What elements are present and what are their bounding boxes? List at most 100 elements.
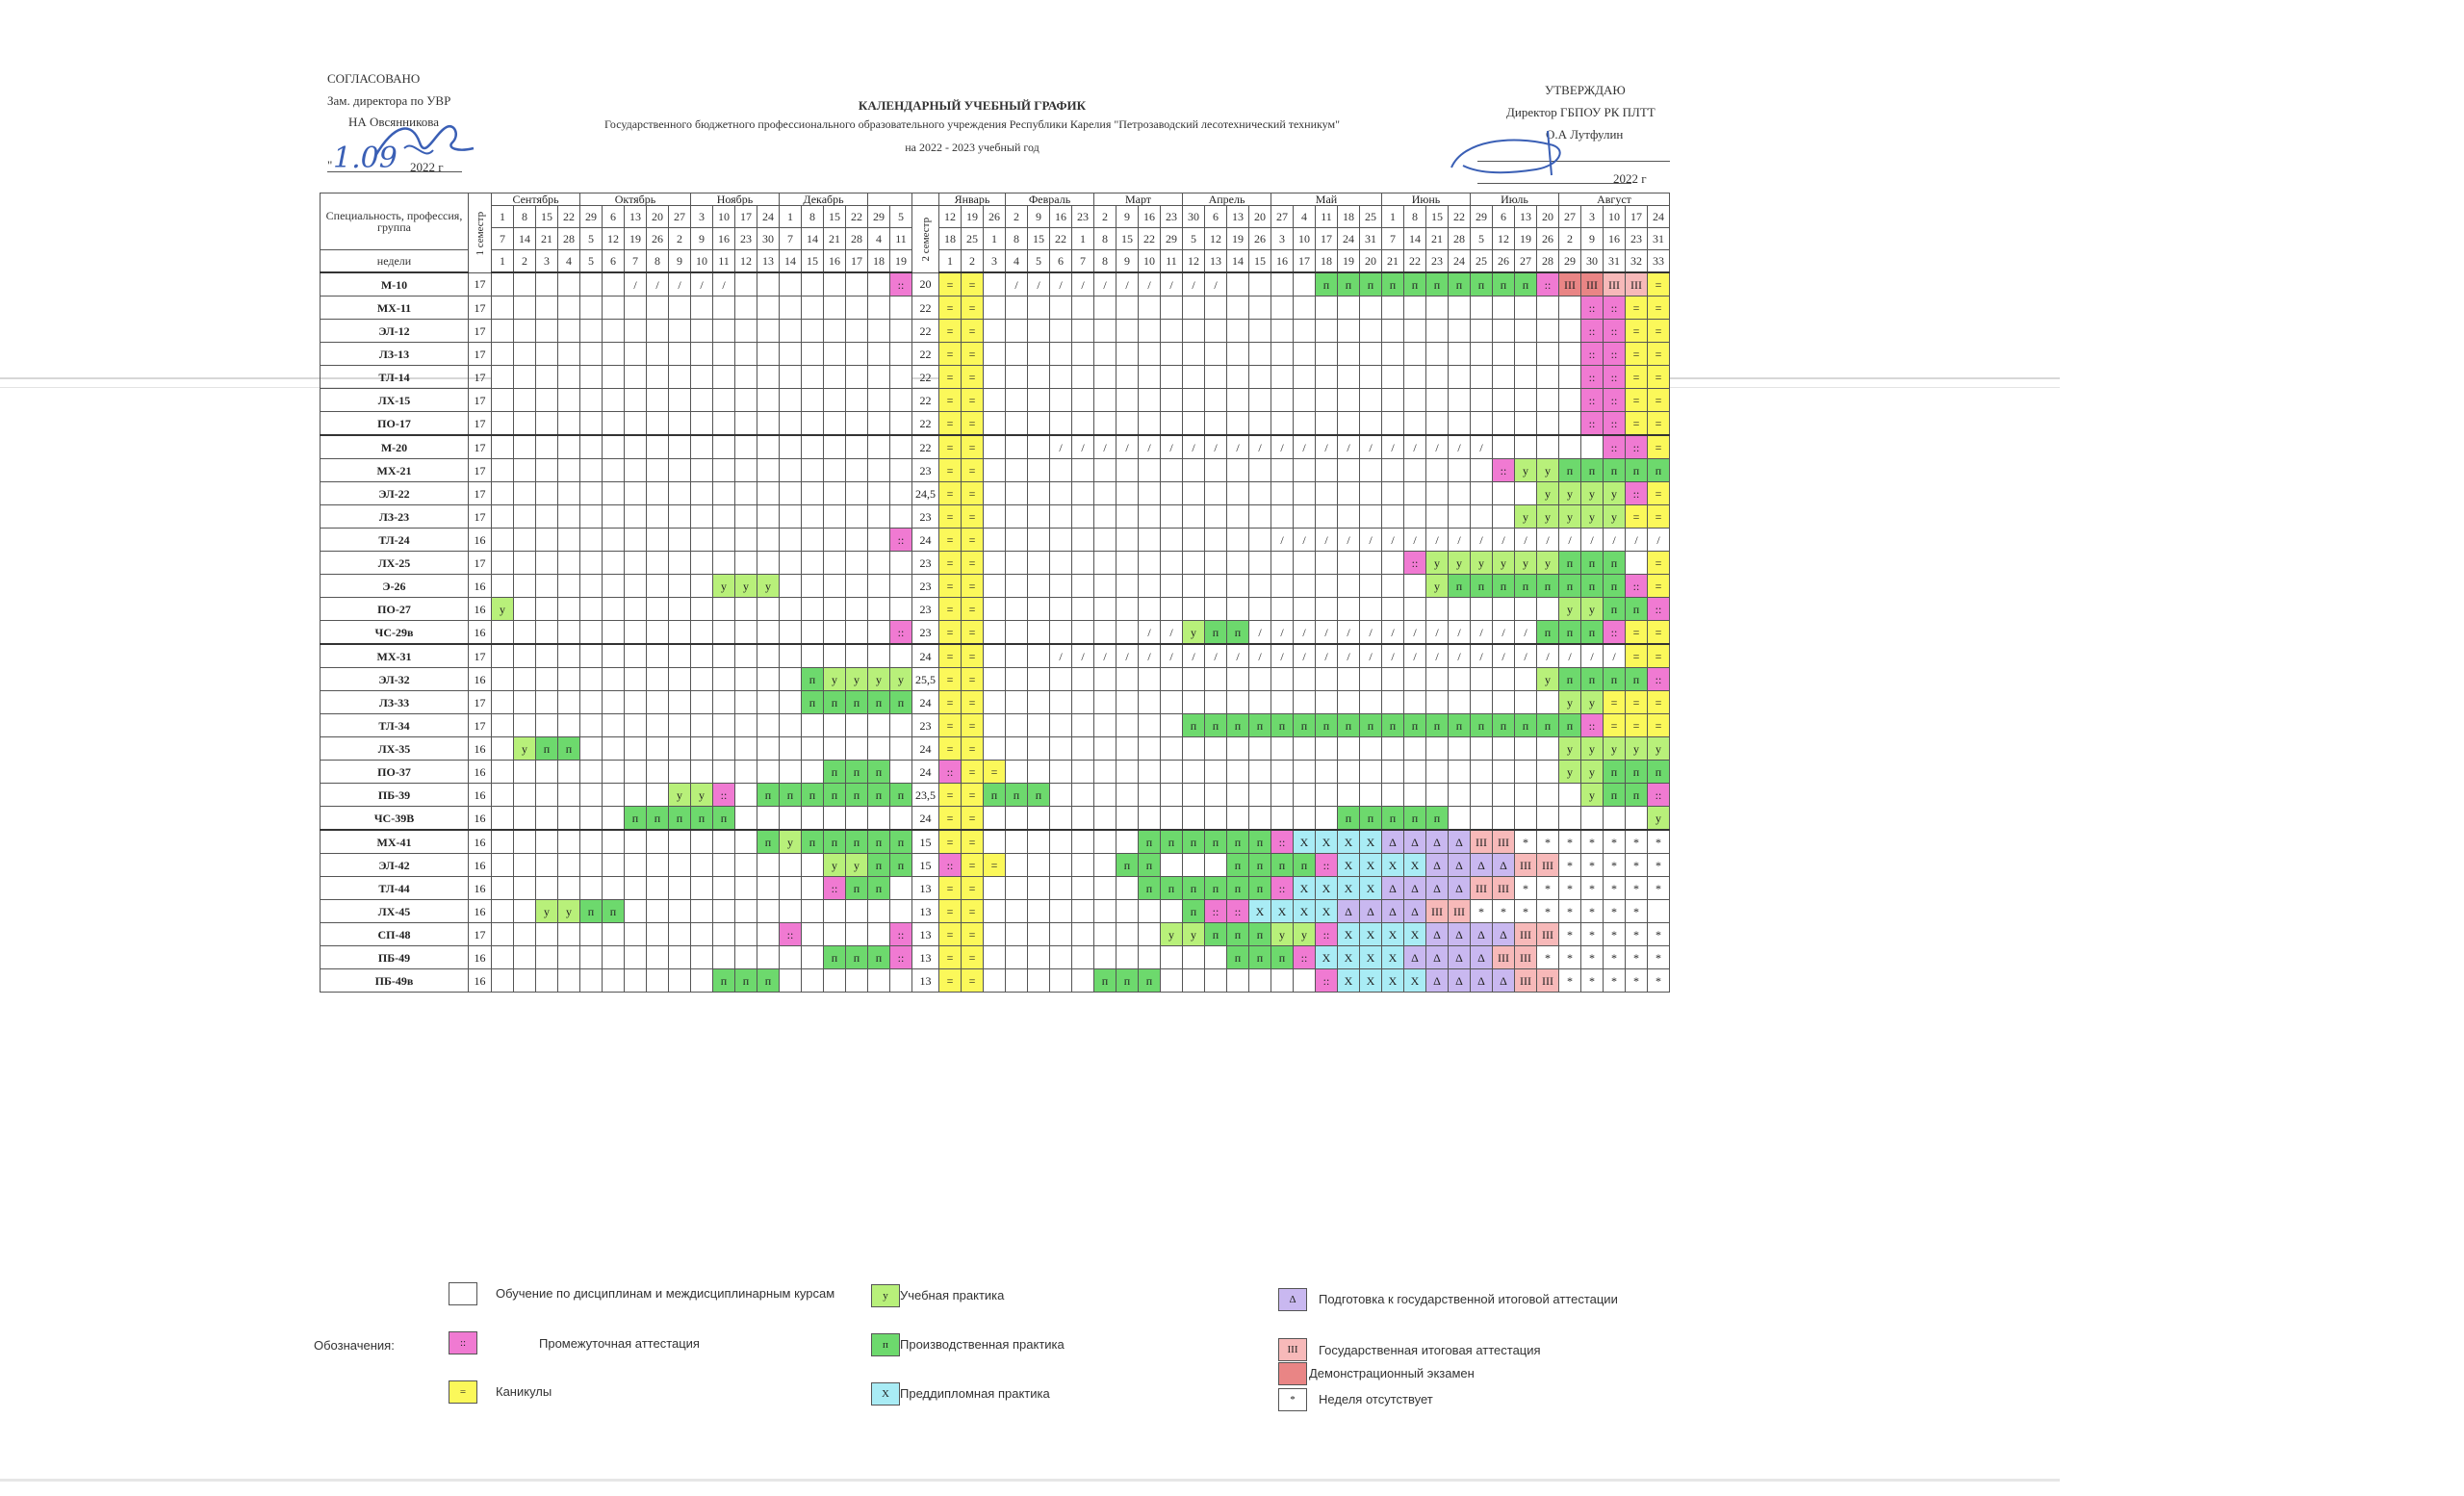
schedule-cell bbox=[1116, 945, 1139, 969]
schedule-cell: п bbox=[1470, 574, 1493, 598]
schedule-cell bbox=[1248, 574, 1271, 598]
schedule-cell bbox=[757, 597, 780, 621]
schedule-cell bbox=[983, 667, 1006, 691]
schedule-cell bbox=[1536, 342, 1559, 366]
schedule-cell bbox=[889, 481, 912, 505]
schedule-cell: X bbox=[1359, 876, 1382, 900]
schedule-cell bbox=[1315, 365, 1338, 389]
schedule-cell bbox=[1425, 597, 1449, 621]
schedule-cell: :: bbox=[1536, 271, 1559, 297]
schedule-cell: / bbox=[1138, 620, 1161, 645]
schedule-cell bbox=[513, 829, 536, 854]
schedule-cell bbox=[1381, 388, 1404, 412]
agreed-date-year: 2022 г bbox=[410, 160, 444, 174]
schedule-cell bbox=[1093, 365, 1116, 389]
schedule-cell: :: bbox=[1647, 783, 1670, 807]
schedule-cell bbox=[1226, 551, 1249, 575]
approve-signature bbox=[1450, 130, 1561, 176]
schedule-cell bbox=[823, 411, 846, 436]
schedule-cell: :: bbox=[712, 783, 735, 807]
schedule-cell bbox=[1470, 783, 1493, 807]
schedule-cell bbox=[889, 551, 912, 575]
schedule-cell bbox=[491, 271, 514, 297]
schedule-cell bbox=[1248, 783, 1271, 807]
schedule-cell bbox=[1071, 296, 1094, 320]
schedule-cell bbox=[668, 620, 691, 645]
schedule-cell bbox=[734, 899, 757, 923]
schedule-cell bbox=[983, 690, 1006, 714]
schedule-cell bbox=[779, 899, 802, 923]
schedule-cell bbox=[1049, 458, 1072, 482]
schedule-cell bbox=[1536, 411, 1559, 436]
schedule-cell bbox=[779, 271, 802, 297]
schedule-cell bbox=[1448, 342, 1471, 366]
schedule-cell: у bbox=[1536, 667, 1559, 691]
header-week-cell: 27 bbox=[1270, 205, 1294, 228]
schedule-cell bbox=[535, 319, 558, 343]
header-week-cell: 14 bbox=[779, 249, 802, 273]
schedule-cell bbox=[1403, 319, 1426, 343]
header-week-cell: 13 bbox=[1204, 249, 1227, 273]
header-week-cell: 14 bbox=[801, 227, 824, 250]
schedule-cell: = bbox=[961, 713, 984, 737]
schedule-cell bbox=[1381, 296, 1404, 320]
header-week-cell: 30 bbox=[1182, 205, 1205, 228]
schedule-cell bbox=[646, 342, 669, 366]
schedule-cell bbox=[1116, 458, 1139, 482]
agreed-date-handwritten: 1.09 bbox=[333, 142, 398, 175]
schedule-cell bbox=[1359, 342, 1382, 366]
group-name: ЧС-29в bbox=[320, 620, 469, 645]
schedule-cell: у bbox=[712, 574, 735, 598]
schedule-cell bbox=[1116, 922, 1139, 946]
schedule-cell: п bbox=[1248, 853, 1271, 877]
schedule-cell bbox=[1381, 597, 1404, 621]
schedule-cell bbox=[668, 945, 691, 969]
schedule-cell: :: bbox=[938, 760, 962, 784]
schedule-cell: п bbox=[889, 690, 912, 714]
group-row: М-20 17 22 = = / / / / / / / / / / / / / / / / / / / /:::: = bbox=[320, 434, 1670, 459]
month-header: Октябрь bbox=[579, 193, 691, 206]
schedule-cell bbox=[757, 806, 780, 831]
schedule-cell: = bbox=[983, 853, 1006, 877]
schedule-cell: = bbox=[961, 690, 984, 714]
schedule-cell bbox=[889, 713, 912, 737]
schedule-cell: :: bbox=[1270, 876, 1294, 900]
schedule-cell bbox=[491, 690, 514, 714]
schedule-cell bbox=[867, 551, 890, 575]
group-row: ПО-17 17 22 = =:::: = = bbox=[320, 411, 1670, 436]
schedule-cell bbox=[1027, 713, 1050, 737]
schedule-cell bbox=[513, 876, 536, 900]
schedule-cell bbox=[1116, 736, 1139, 761]
schedule-cell bbox=[579, 690, 603, 714]
schedule-cell bbox=[1315, 783, 1338, 807]
schedule-cell bbox=[557, 667, 580, 691]
schedule-cell bbox=[1536, 319, 1559, 343]
schedule-cell bbox=[889, 876, 912, 900]
schedule-cell: у bbox=[535, 899, 558, 923]
schedule-cell bbox=[513, 713, 536, 737]
schedule-cell: п bbox=[1270, 713, 1294, 737]
schedule-cell bbox=[690, 411, 713, 436]
schedule-cell bbox=[646, 458, 669, 482]
schedule-cell: X bbox=[1381, 945, 1404, 969]
group-name: ТЛ-14 bbox=[320, 365, 469, 389]
schedule-cell bbox=[1359, 365, 1382, 389]
schedule-cell: п bbox=[1603, 458, 1626, 482]
group-name: ТЛ-34 bbox=[320, 713, 469, 737]
schedule-cell bbox=[867, 504, 890, 529]
schedule-cell bbox=[1425, 481, 1449, 505]
schedule-cell: п bbox=[1603, 597, 1626, 621]
schedule-cell bbox=[734, 876, 757, 900]
schedule-cell bbox=[1116, 411, 1139, 436]
schedule-cell: = bbox=[938, 296, 962, 320]
agreed-date-prefix: " bbox=[327, 158, 333, 172]
schedule-cell bbox=[1558, 296, 1581, 320]
schedule-cell bbox=[1005, 620, 1028, 645]
schedule-cell bbox=[1182, 342, 1205, 366]
schedule-cell bbox=[624, 434, 647, 459]
schedule-cell bbox=[1027, 945, 1050, 969]
schedule-cell bbox=[1160, 968, 1183, 993]
schedule-cell bbox=[779, 713, 802, 737]
schedule-cell: = bbox=[961, 643, 984, 668]
schedule-cell bbox=[1403, 574, 1426, 598]
